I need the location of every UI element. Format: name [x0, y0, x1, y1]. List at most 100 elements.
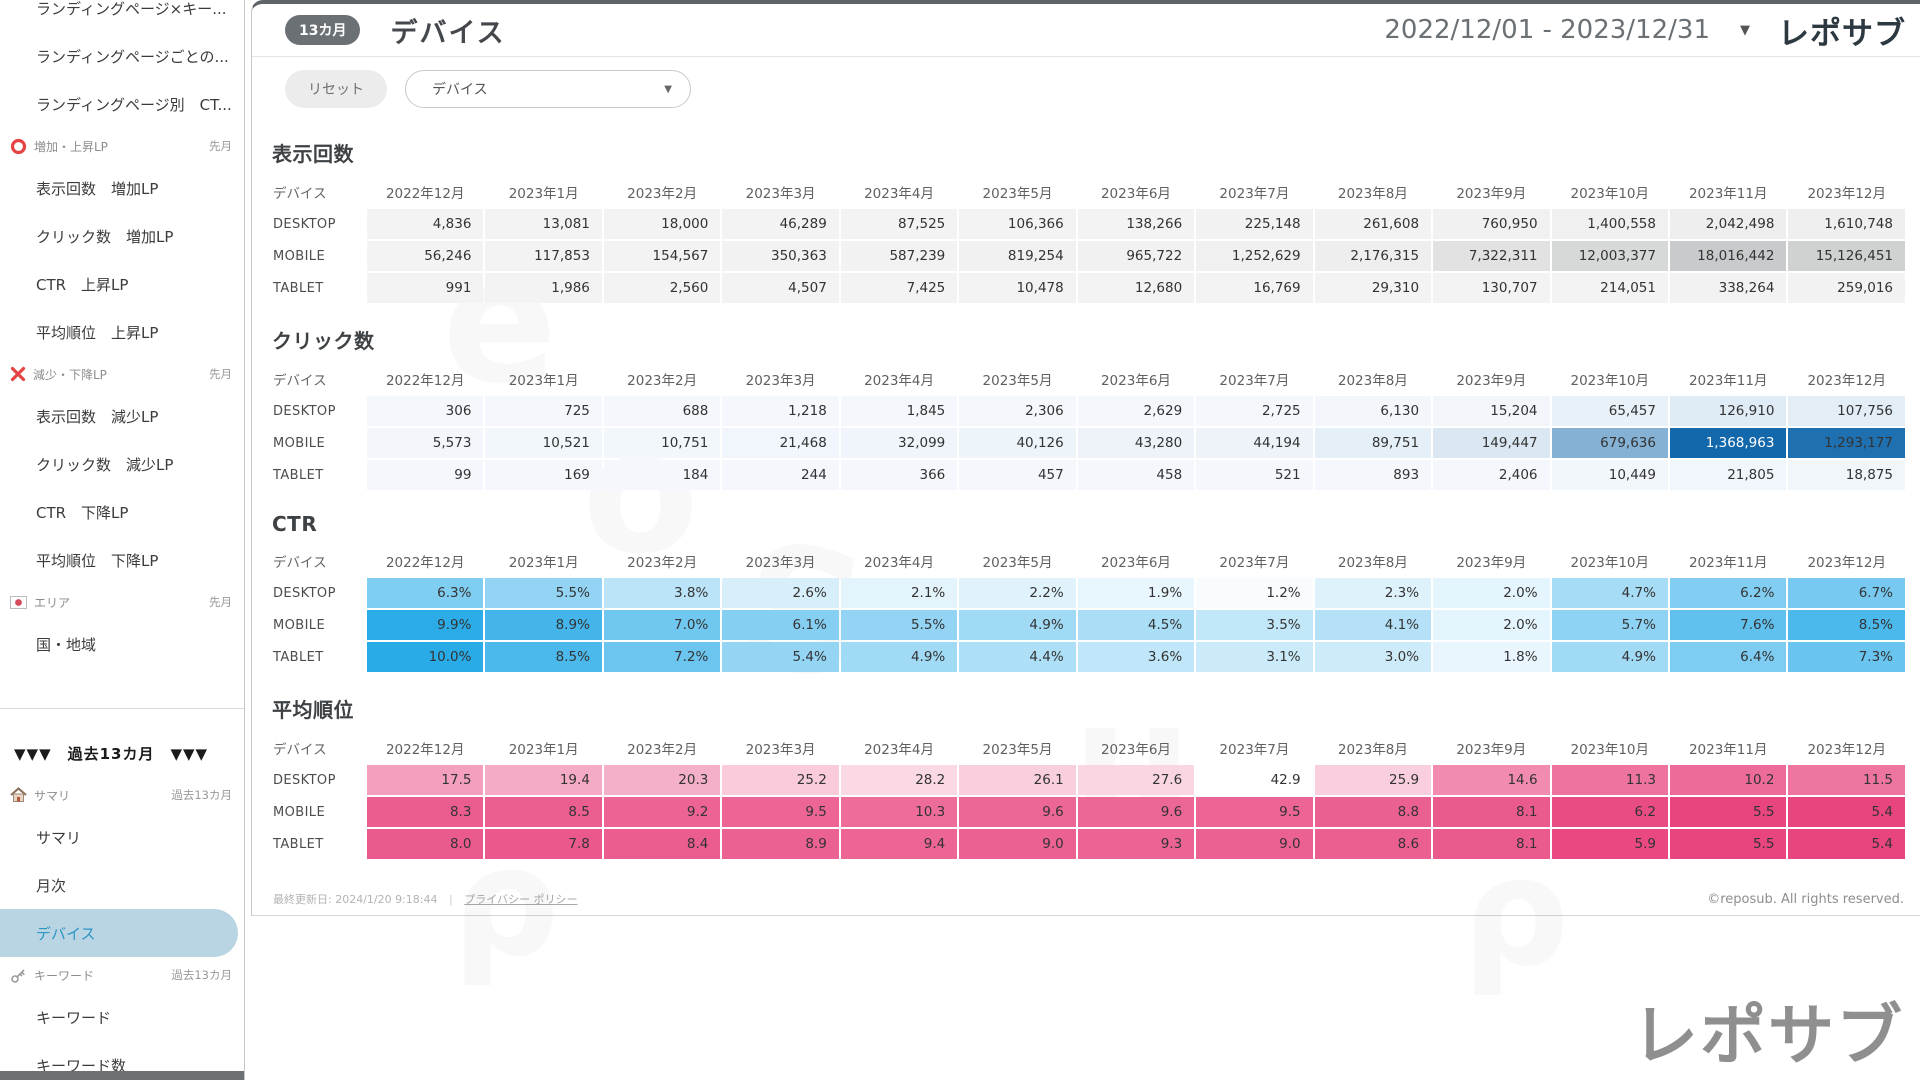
data-cell: 20.3: [603, 765, 721, 795]
month-column-header: 2023年7月: [1219, 555, 1290, 571]
data-cell: 350,363: [722, 241, 839, 271]
data-cell: 7,322,311: [1433, 241, 1550, 271]
table-title: 平均順位: [272, 698, 354, 722]
data-cell: 169: [485, 460, 602, 490]
data-cell: 10,449: [1551, 460, 1668, 490]
month-column-header: 2023年8月: [1337, 742, 1408, 758]
month-column-header: 2023年11月: [1688, 373, 1768, 389]
app-logo: レポサブ: [1778, 15, 1906, 52]
sidebar-item[interactable]: 表示回数 増加LP: [36, 179, 159, 198]
data-cell: 5.4%: [722, 642, 839, 672]
data-cell: 3.5%: [1196, 610, 1313, 640]
sidebar-item[interactable]: ランディングページ別 CT...: [36, 95, 232, 114]
chevron-down-icon[interactable]: ▼: [1740, 22, 1750, 38]
table-row: MOBILE 8.3 8.5 9.2 9.5 10.3 9.6 9.6 9.5 8.8 8.1 6.2…: [273, 797, 1905, 827]
sidebar-item[interactable]: ランディングページごとの...: [36, 47, 229, 66]
data-cell: 12,003,377: [1551, 241, 1668, 271]
data-cell: 2,306: [959, 396, 1076, 426]
month-column-header: 2023年2月: [627, 373, 698, 389]
table-row: DESKTOP 6.3% 5.5% 3.8% 2.6% 2.1% 2.2% 1.9% 1.2% 2…: [273, 578, 1905, 608]
data-cell: 3.8%: [603, 578, 721, 608]
device-row-label: TABLET: [273, 649, 324, 665]
data-cell: 154,567: [603, 241, 721, 271]
month-column-header: 2023年4月: [864, 742, 935, 758]
data-cell: 10.3: [840, 797, 958, 827]
sidebar-item[interactable]: CTR 上昇LP: [36, 275, 129, 294]
sidebar: ランディングページ×キー... ランディングページごとの... ランディングページ別…: [0, 0, 245, 1080]
data-cell: 5.4: [1788, 797, 1905, 827]
month-column-header: 2023年10月: [1570, 373, 1650, 389]
data-cell: 99: [367, 460, 484, 490]
data-cell: 9.5: [1196, 797, 1313, 827]
month-column-header: 2023年12月: [1807, 742, 1886, 758]
data-cell: 65,457: [1551, 396, 1668, 426]
sidebar-item[interactable]: キーワード: [36, 1008, 112, 1027]
data-cell: 8.5%: [485, 642, 602, 672]
sidebar-item[interactable]: クリック数 減少LP: [36, 455, 174, 474]
month-column-header: 2022年12月: [385, 186, 465, 202]
table-row: DESKTOP 306 725 688 1,218 1,845 2,306 2,629 2,72…: [273, 396, 1905, 426]
data-cell: 4.1%: [1314, 610, 1432, 640]
data-cell: 9.9%: [367, 610, 484, 640]
sidebar-item[interactable]: キーワード数: [36, 1056, 127, 1075]
month-column-header: 2023年1月: [508, 742, 579, 758]
month-column-header: 2023年8月: [1337, 373, 1408, 389]
sidebar-section-header: エリア 先月: [0, 584, 244, 620]
data-cell: 6.2: [1551, 797, 1668, 827]
data-cell: 3.6%: [1077, 642, 1195, 672]
data-cell: 32,099: [840, 428, 958, 458]
data-cell: 4.4%: [959, 642, 1076, 672]
table-title: CTR: [272, 512, 318, 536]
data-cell: 10,521: [485, 428, 602, 458]
sidebar-item-selected[interactable]: デバイス: [0, 909, 238, 957]
sidebar-item[interactable]: ランディングページ×キー...: [36, 0, 227, 18]
window-bottom-bar: [0, 1071, 244, 1080]
data-cell: 991: [367, 273, 484, 303]
data-cell: 1,368,963: [1669, 428, 1787, 458]
data-cell: 7.2%: [603, 642, 721, 672]
device-row-label: TABLET: [273, 836, 324, 852]
data-cell: 8.5%: [1788, 610, 1905, 640]
sidebar-item[interactable]: 国・地域: [36, 635, 97, 654]
data-cell: 1,293,177: [1788, 428, 1905, 458]
month-column-header: 2023年7月: [1219, 742, 1290, 758]
sidebar-item[interactable]: クリック数 増加LP: [36, 227, 174, 246]
month-column-header: 2023年12月: [1807, 186, 1886, 202]
device-row-label: DESKTOP: [273, 772, 336, 788]
month-column-header: 2023年8月: [1337, 555, 1408, 571]
data-cell: 15,126,451: [1788, 241, 1905, 271]
sidebar-item[interactable]: 平均順位 下降LP: [36, 551, 159, 570]
data-cell: 7,425: [840, 273, 958, 303]
sidebar-item[interactable]: 平均順位 上昇LP: [36, 323, 159, 342]
date-range-picker[interactable]: 2022/12/01 - 2023/12/31: [1384, 15, 1710, 45]
sidebar-item[interactable]: CTR 下降LP: [36, 503, 129, 522]
month-column-header: 2023年4月: [864, 186, 935, 202]
month-column-header: 2023年3月: [745, 373, 816, 389]
sidebar-item[interactable]: 表示回数 減少LP: [36, 407, 159, 426]
panel-header: 13カ月 デバイス 2022/12/01 - 2023/12/31 ▼ レポサブ: [252, 4, 1920, 57]
chevron-down-icon: ▼: [664, 83, 672, 95]
reset-button[interactable]: リセット: [285, 70, 387, 108]
table-header-row: デバイス 2022年12月 2023年1月 2023年2月 2023年3月 2023年4月…: [273, 733, 1905, 763]
data-cell: 9.6: [1077, 797, 1195, 827]
data-cell: 5.5: [1669, 829, 1787, 859]
sidebar-item[interactable]: サマリ: [36, 828, 82, 847]
sidebar-item[interactable]: 月次: [36, 876, 67, 895]
last-updated-label: 最終更新日: 2024/1/20 9:18:44: [273, 893, 438, 906]
month-column-header: 2023年3月: [745, 555, 816, 571]
data-cell: 2,176,315: [1314, 241, 1432, 271]
data-cell: 18,000: [603, 209, 721, 239]
data-cell: 117,853: [485, 241, 602, 271]
data-cell: 7.6%: [1669, 610, 1787, 640]
month-column-header: 2023年1月: [508, 373, 579, 389]
privacy-policy-link[interactable]: プライバシー ポリシー: [464, 893, 578, 906]
main-panel: 13カ月 デバイス 2022/12/01 - 2023/12/31 ▼ レポサブ…: [251, 0, 1920, 916]
data-cell: 184: [603, 460, 721, 490]
data-cell: 893: [1314, 460, 1432, 490]
data-cell: 587,239: [840, 241, 958, 271]
brand-watermark-logo: レポサブ: [1632, 997, 1904, 1074]
data-cell: 25.9: [1314, 765, 1432, 795]
device-filter-select[interactable]: デバイス ▼: [405, 70, 691, 108]
data-cell: 4.9%: [959, 610, 1076, 640]
month-column-header: 2023年12月: [1807, 555, 1886, 571]
